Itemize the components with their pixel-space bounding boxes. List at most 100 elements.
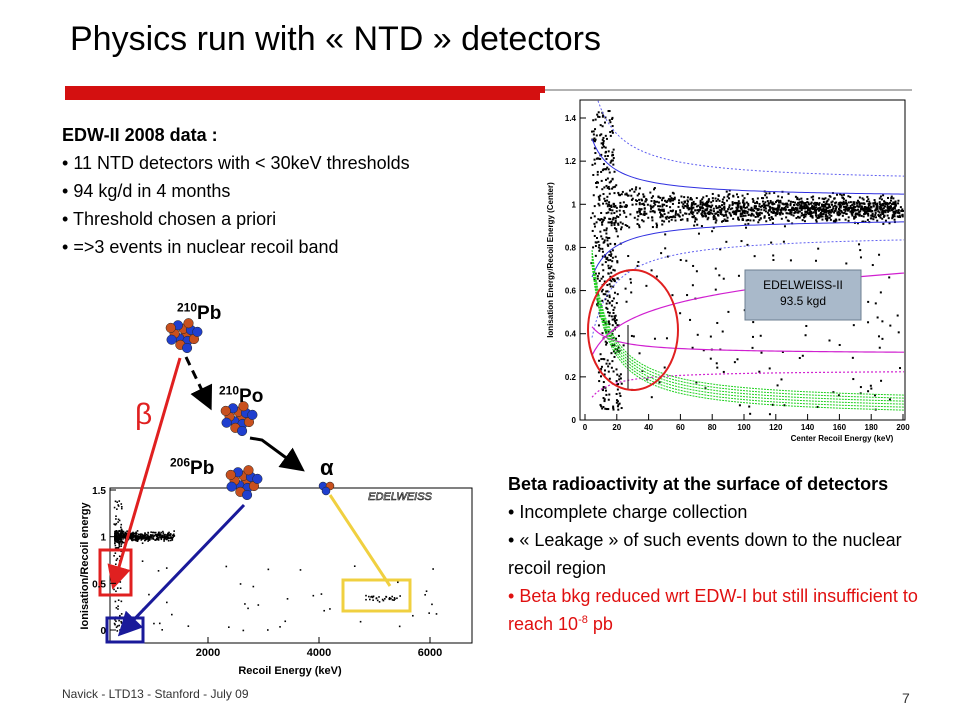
dot <box>808 203 811 206</box>
dot <box>707 205 710 208</box>
dot <box>153 534 156 537</box>
dot <box>603 121 606 124</box>
dot <box>766 211 769 214</box>
dot <box>872 215 875 218</box>
dot <box>749 219 752 222</box>
dot <box>129 532 132 535</box>
dot <box>620 407 623 410</box>
dot <box>685 205 688 208</box>
dot <box>734 201 737 204</box>
dot <box>691 284 694 287</box>
dot <box>171 534 174 537</box>
dot <box>742 206 745 209</box>
dot <box>746 211 749 214</box>
dot <box>598 279 601 282</box>
dot <box>599 194 602 197</box>
dot <box>723 218 726 221</box>
dot <box>806 206 809 209</box>
dot <box>691 346 694 349</box>
dot <box>650 396 653 399</box>
dot <box>591 212 594 215</box>
dot <box>601 250 604 253</box>
dot <box>152 537 154 539</box>
dot <box>897 331 900 334</box>
dot <box>611 209 614 212</box>
dot <box>887 206 890 209</box>
recoil-box <box>105 616 145 644</box>
dot <box>870 387 873 390</box>
dot <box>696 212 699 215</box>
dot <box>705 208 708 211</box>
nucleon <box>182 342 193 354</box>
dot <box>606 195 609 198</box>
dot <box>603 280 606 283</box>
dot <box>119 538 121 541</box>
dot <box>854 206 857 209</box>
dot <box>842 205 845 208</box>
dot <box>133 535 135 537</box>
dot <box>831 208 834 211</box>
dot <box>827 209 830 212</box>
dot <box>802 213 805 216</box>
dot <box>828 203 831 206</box>
dot <box>768 413 771 416</box>
dot <box>704 212 707 215</box>
dot <box>608 294 611 297</box>
dot <box>114 547 117 549</box>
dot <box>141 560 144 562</box>
dot <box>842 193 845 196</box>
dot <box>595 221 598 224</box>
dot <box>642 193 645 196</box>
dot <box>625 204 628 207</box>
dot <box>622 344 625 347</box>
dot <box>626 224 629 227</box>
upper-plot-frame <box>579 99 906 421</box>
dot <box>649 191 652 194</box>
dot <box>609 242 612 245</box>
dot <box>816 216 819 219</box>
dot <box>690 203 693 206</box>
dot <box>771 206 774 209</box>
dot <box>717 194 720 197</box>
dot <box>600 142 603 145</box>
dot <box>139 537 141 539</box>
dot <box>897 202 900 205</box>
dot <box>601 188 604 191</box>
dot <box>805 213 808 216</box>
dot <box>711 230 714 233</box>
dot <box>756 197 759 200</box>
dot <box>848 208 851 211</box>
dot <box>802 207 805 210</box>
dot <box>128 536 131 539</box>
dot <box>882 207 885 210</box>
dot <box>881 203 884 206</box>
dot <box>824 203 827 206</box>
dot <box>782 208 785 211</box>
dot <box>859 392 862 395</box>
dot <box>889 207 892 210</box>
dot <box>812 202 815 205</box>
dot <box>879 207 882 210</box>
dot <box>818 209 821 212</box>
dot <box>669 195 672 198</box>
dot <box>819 208 822 211</box>
dot <box>791 207 794 210</box>
alpha-label: α <box>320 455 334 480</box>
dot <box>814 214 817 217</box>
dot <box>710 206 713 209</box>
dot <box>617 216 620 219</box>
dot <box>813 206 816 209</box>
dot <box>320 593 323 595</box>
dot <box>649 204 652 207</box>
dot <box>787 199 790 202</box>
dot <box>818 202 821 205</box>
dot <box>892 197 895 200</box>
dot <box>606 186 609 189</box>
dot <box>657 205 660 208</box>
dot <box>692 264 695 267</box>
dot <box>163 540 165 542</box>
dot <box>821 213 824 216</box>
dot <box>590 262 593 265</box>
dot <box>615 368 618 371</box>
dot <box>605 202 608 205</box>
